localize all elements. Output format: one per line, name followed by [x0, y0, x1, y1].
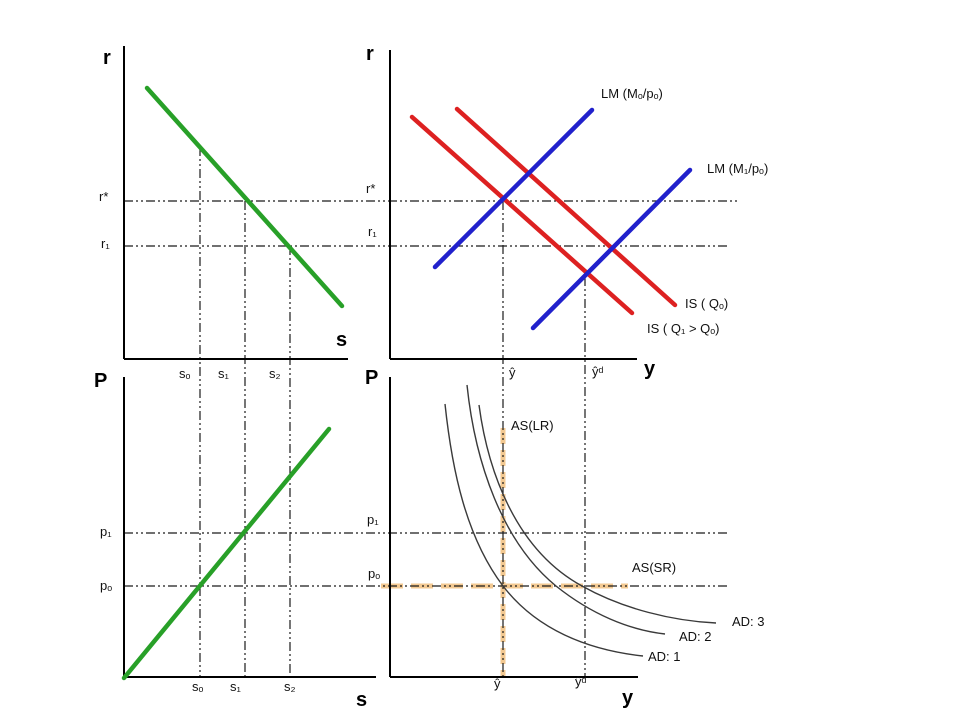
- ad3-curve: [478, 404, 717, 624]
- top-right-x-axis-label: y: [644, 358, 656, 380]
- is-q1-line: [454, 106, 678, 308]
- price-saving-line-bottom-left: [121, 426, 332, 681]
- lm-m1-curve-label: LM (M₁/pₒ): [707, 161, 769, 176]
- bottom-left-y-axis-label: P: [94, 370, 108, 392]
- bottom-left-s1-tick-label: s₁: [230, 679, 241, 694]
- bottom-right-p0-label: pₒ: [368, 566, 381, 581]
- saving-line-top-left: [144, 85, 345, 309]
- is-q0-line: [409, 114, 635, 316]
- top-left-s2-tick-label: s₂: [269, 366, 281, 381]
- top-left-s0-tick-label: sₒ: [179, 366, 191, 381]
- ad1-curve: [444, 403, 644, 657]
- lm-m0-line: [432, 107, 595, 270]
- bottom-left-x-axis-label: s: [356, 689, 368, 711]
- bottom-left-s2-tick-label: s₂: [284, 679, 296, 694]
- bottom-right-y-hat-d-tick-label: ŷᵈ: [575, 674, 587, 689]
- lm-m1-line: [530, 167, 693, 331]
- ad2-curve-label: AD: 2: [679, 629, 712, 644]
- ad3-curve-label: AD: 3: [732, 614, 765, 629]
- lm-m0-curve-label: LM (Mₒ/pₒ): [601, 86, 663, 101]
- top-right-y-hat-d-tick-label: ŷᵈ: [592, 364, 604, 379]
- is-q0-curve-label: IS ( Qₒ): [685, 296, 729, 311]
- bottom-right-x-axis-label: y: [622, 687, 634, 709]
- bottom-left-p0-label: pₒ: [100, 578, 113, 593]
- top-right-r1-label: r₁: [368, 224, 377, 239]
- top-left-s1-tick-label: s₁: [218, 366, 229, 381]
- top-right-y-axis-label: r: [366, 43, 374, 65]
- is-q1-curve-label: IS ( Q₁ > Qₒ): [647, 321, 720, 336]
- top-left-r-star-label: r*: [99, 189, 109, 204]
- as-sr-curve-label: AS(SR): [632, 560, 677, 575]
- bottom-left-p1-label: p₁: [100, 524, 112, 539]
- top-left-x-axis-label: s: [336, 329, 348, 351]
- top-left-r1-label: r₁: [101, 236, 110, 251]
- bottom-right-y-hat-tick-label: ŷ: [494, 676, 501, 691]
- ad2-curve: [466, 384, 666, 635]
- as-lr-curve-label: AS(LR): [511, 418, 554, 433]
- bottom-right-p1-label: p₁: [367, 512, 379, 527]
- bottom-left-s0-tick-label: sₒ: [192, 679, 204, 694]
- top-left-y-axis-label: r: [103, 47, 111, 69]
- top-right-r-star-label: r*: [366, 181, 376, 196]
- bottom-right-y-axis-label: P: [365, 367, 379, 389]
- ad1-curve-label: AD: 1: [648, 649, 681, 664]
- top-right-y-hat-tick-label: ŷ: [509, 365, 516, 380]
